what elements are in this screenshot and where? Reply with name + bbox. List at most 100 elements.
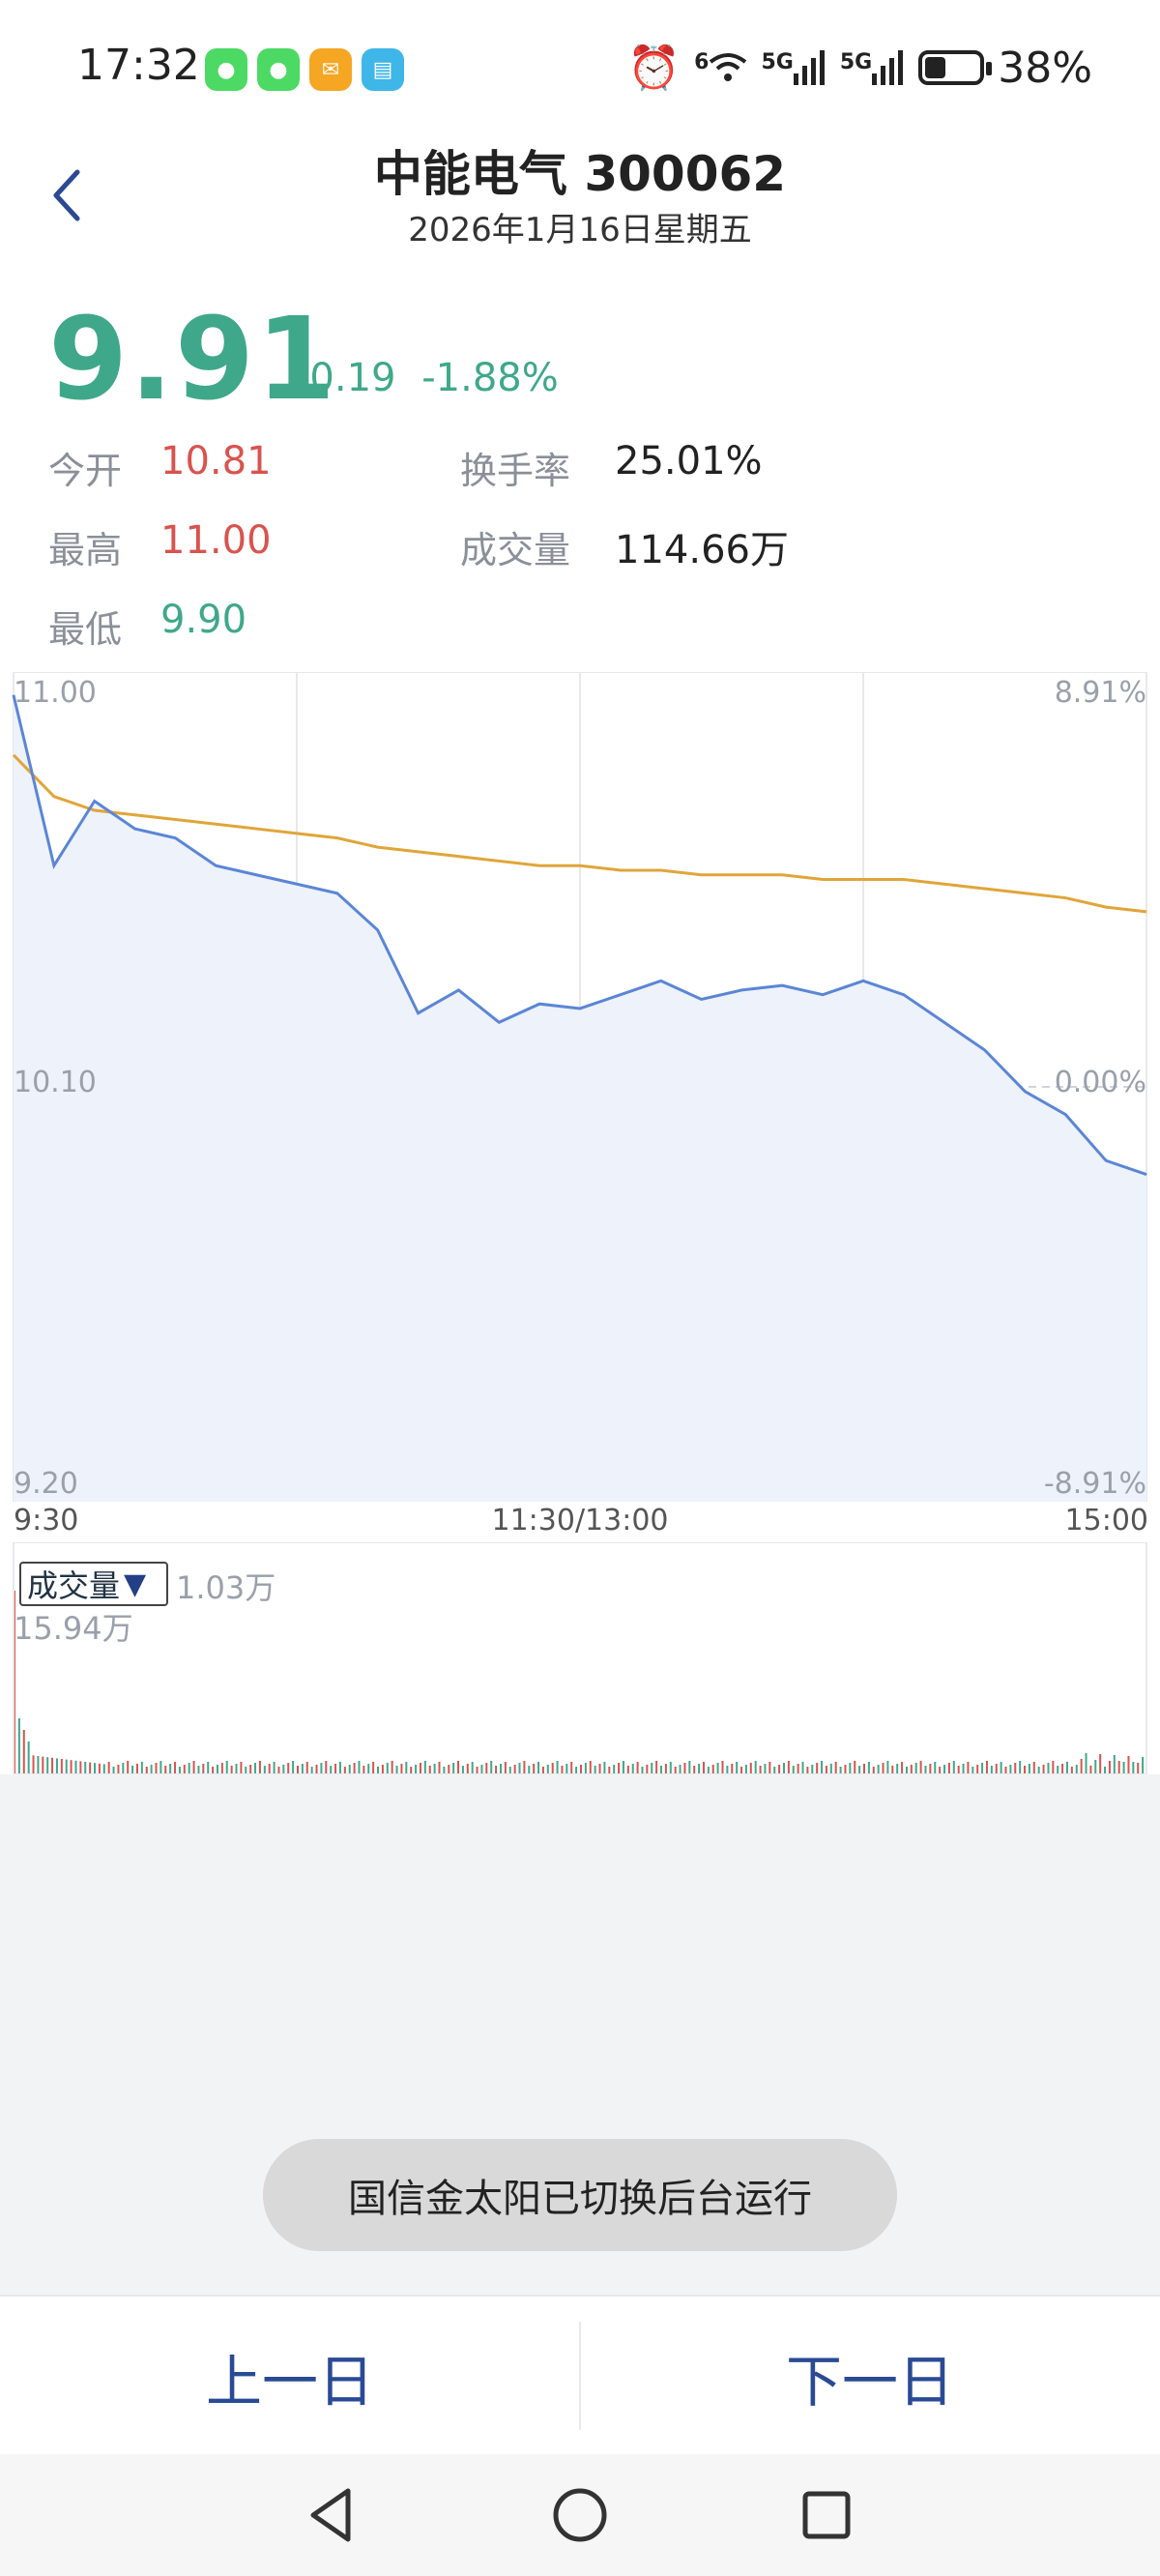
price-point [903,994,905,996]
volume-bar [716,1763,719,1774]
volume-bar [249,1765,252,1774]
volume-bar [702,1762,705,1774]
intraday-chart[interactable]: 11.00 10.10 9.20 8.91% 0.00% -8.91% [0,672,1160,1502]
volume-bar [216,1765,218,1774]
volume-bar [660,1766,663,1774]
volume-bar [613,1765,616,1774]
volume-bar [589,1761,592,1774]
price-point [822,994,824,996]
volume-bar [787,1761,790,1774]
back-button[interactable] [39,157,97,234]
volume-bar [297,1766,299,1774]
open-value: 10.81 [160,439,272,483]
volume-bar [541,1767,544,1774]
volume-bar [74,1760,77,1774]
volume-bar [664,1764,667,1774]
volume-bar [806,1767,809,1774]
volume-bar [410,1767,413,1774]
volume-bar [1117,1761,1120,1774]
intraday-chart-svg [12,672,1147,1502]
indicator-dropdown[interactable]: 成交量 ▼ [19,1562,168,1606]
volume-bar [480,1765,483,1774]
volume-bar [1099,1754,1102,1774]
volume-bar [192,1761,195,1774]
volume-bar [972,1767,974,1774]
volume-bar [79,1761,82,1774]
volume-bar [768,1762,771,1774]
wechat-icon: ● [205,48,247,91]
open-label: 今开 [48,450,123,492]
volume-bar [821,1761,824,1774]
volume-bar [135,1764,138,1774]
volume-bar [94,1763,97,1774]
volume-bar [448,1765,450,1774]
volume-bar [423,1761,426,1774]
status-time: 17:32 [77,41,200,90]
price-point [1146,1174,1147,1176]
volume-bar [985,1761,988,1774]
volume-bar [367,1764,370,1774]
y-axis-mid-label: 10.10 [14,1066,97,1099]
change-amount: -0.19 [296,356,396,400]
volume-bar [683,1763,686,1774]
volume-bar [641,1767,644,1774]
volume-bar [603,1762,606,1774]
volume-bar [829,1764,832,1774]
volume-bar [320,1763,323,1774]
volume-bar [1042,1765,1045,1774]
book-icon: ▤ [362,48,404,91]
volume-bar [622,1761,624,1774]
volume-bar [528,1766,531,1774]
pct-axis-top-label: 8.91% [1054,676,1146,710]
volume-bar [726,1766,729,1774]
volume-bar [476,1767,478,1774]
volume-bar [598,1764,601,1774]
volume-bar [438,1762,441,1774]
volume-panel: 成交量 ▼ 1.03万 15.94万 [0,1541,1160,1775]
recents-nav-button[interactable] [793,2481,860,2549]
volume-bar [995,1764,998,1774]
day-navigation: 上一日 下一日 [0,2295,1160,2454]
volume-bar [886,1761,889,1774]
price-point [1105,1159,1107,1161]
volume-bar [711,1765,714,1774]
volume-bar [51,1757,54,1774]
low-label: 最低 [48,608,123,651]
page-title: 中能电气 300062 [373,146,787,202]
volume-bar [721,1761,724,1774]
volume-bar [212,1767,215,1774]
volume-bar [127,1761,130,1774]
volume-bar [631,1764,634,1774]
volume-bar [22,1730,25,1774]
volume-bar [518,1763,521,1774]
price-point [174,837,176,839]
volume-bar [330,1766,333,1774]
next-day-button[interactable]: 下一日 [785,2348,954,2415]
volume-bar [914,1763,917,1774]
volume-bar [377,1767,380,1774]
volume-bar [947,1763,950,1774]
volume-bar [254,1763,257,1774]
volume-bar [338,1762,341,1774]
volume-bar [924,1766,927,1774]
volume-bar [207,1762,210,1774]
volume-bar [1132,1762,1135,1774]
volume-bar [801,1762,804,1774]
battery-icon [918,50,993,85]
volume-bar [225,1761,228,1774]
volume-bar [858,1766,861,1774]
volume-current: 1.03万 [176,1569,276,1606]
volume-bar [433,1764,436,1774]
price-point [701,998,703,1000]
price-change: -0.19 -1.88% [296,356,559,400]
volume-bar [466,1764,469,1774]
volume-bar [452,1763,455,1774]
home-nav-button[interactable] [546,2481,614,2549]
status-bar: 17:32 ● ● ✉ ▤ ⏰ 6 5G 5G 38% [0,0,1160,135]
back-nav-button[interactable] [300,2481,367,2549]
volume-bar [415,1765,418,1774]
prev-day-button[interactable]: 上一日 [205,2348,374,2415]
volume-bar [533,1764,536,1774]
status-indicators: ⏰ 6 5G 5G 38% [627,43,1092,94]
